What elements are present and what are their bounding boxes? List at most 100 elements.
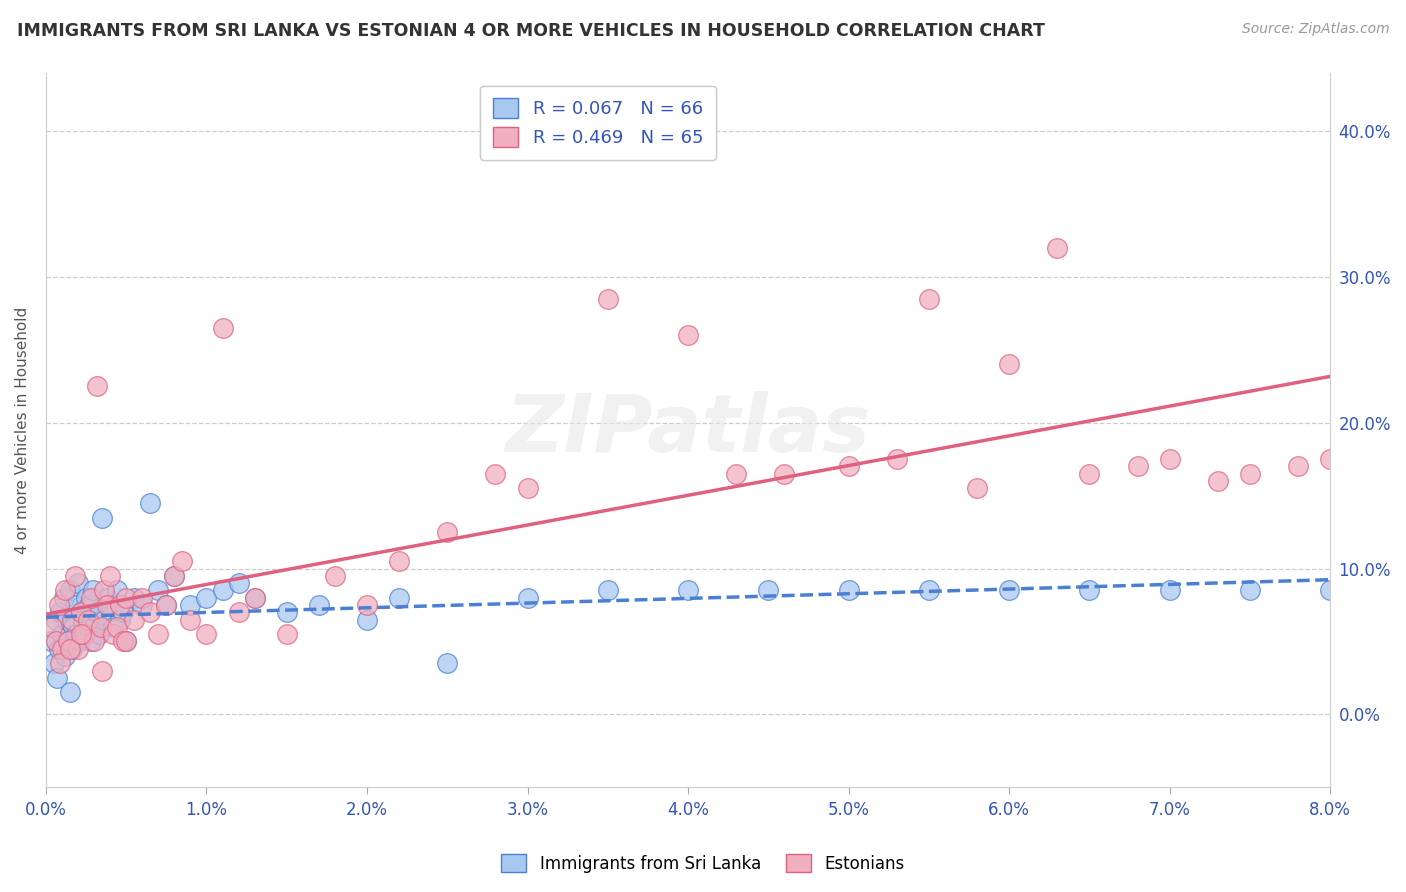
Point (93, 583, 115, 598)
Point (83, 620, 105, 634)
Point (59, 583, 82, 598)
Point (76, 613, 98, 627)
Point (163, 569, 186, 583)
Point (63, 598, 86, 612)
Point (105, 583, 128, 598)
Point (49, 657, 72, 671)
Point (676, 328, 699, 343)
Point (323, 569, 346, 583)
Point (51, 627, 73, 641)
Point (1046, 241, 1069, 255)
Point (73, 627, 96, 641)
Point (42, 657, 65, 671)
Point (1159, 583, 1181, 598)
Point (105, 620, 128, 634)
Point (131, 598, 153, 612)
Point (1239, 467, 1261, 481)
Point (46, 671, 69, 685)
Point (155, 598, 177, 612)
Legend: Immigrants from Sri Lanka, Estonians: Immigrants from Sri Lanka, Estonians (495, 847, 911, 880)
Point (276, 605, 298, 619)
Point (356, 598, 378, 612)
Point (70, 605, 93, 619)
Point (228, 605, 250, 619)
Point (48, 598, 70, 612)
Point (87, 627, 110, 641)
Point (172, 554, 194, 568)
Y-axis label: 4 or more Vehicles in Household: 4 or more Vehicles in Household (15, 307, 30, 554)
Point (58, 634, 80, 648)
Point (1286, 459, 1309, 474)
Point (211, 321, 233, 335)
Point (436, 524, 458, 539)
Point (516, 481, 538, 495)
Point (918, 583, 941, 598)
Point (59, 685, 82, 699)
Point (886, 452, 908, 467)
Point (179, 613, 201, 627)
Point (179, 598, 201, 612)
Point (49, 605, 72, 619)
Point (56, 613, 79, 627)
Point (96, 598, 118, 612)
Point (195, 627, 218, 641)
Point (725, 467, 748, 481)
Point (91, 510, 114, 524)
Text: Source: ZipAtlas.com: Source: ZipAtlas.com (1241, 22, 1389, 37)
Point (139, 605, 162, 619)
Point (93, 613, 115, 627)
Point (86, 605, 108, 619)
Point (59, 641, 82, 656)
Point (48, 641, 70, 656)
Point (388, 591, 411, 605)
Point (155, 598, 177, 612)
Point (70, 605, 93, 619)
Point (90, 620, 112, 634)
Point (276, 627, 298, 641)
Point (1078, 583, 1101, 598)
Point (756, 583, 779, 598)
Point (60, 641, 83, 656)
Point (115, 634, 138, 648)
Point (52, 591, 75, 605)
Point (243, 591, 266, 605)
Point (918, 292, 941, 306)
Point (998, 358, 1021, 372)
Point (69, 634, 91, 648)
Point (62, 620, 84, 634)
Text: IMMIGRANTS FROM SRI LANKA VS ESTONIAN 4 OR MORE VEHICLES IN HOUSEHOLD CORRELATIO: IMMIGRANTS FROM SRI LANKA VS ESTONIAN 4 … (17, 22, 1045, 40)
Point (80, 634, 103, 648)
Point (966, 481, 988, 495)
Point (83, 634, 105, 648)
Point (1126, 459, 1149, 474)
Point (308, 598, 330, 612)
Point (60, 613, 83, 627)
Point (1319, 583, 1341, 598)
Point (45, 634, 67, 648)
Point (82, 583, 104, 598)
Point (53, 648, 76, 663)
Point (131, 591, 153, 605)
Point (484, 467, 506, 481)
Point (838, 459, 860, 474)
Point (76, 620, 98, 634)
Point (1319, 452, 1341, 467)
Point (211, 583, 233, 598)
Point (73, 627, 96, 641)
Point (63, 569, 86, 583)
Point (115, 591, 138, 605)
Point (96, 591, 118, 605)
Point (1078, 467, 1101, 481)
Point (148, 627, 170, 641)
Point (45, 613, 67, 627)
Point (596, 292, 619, 306)
Point (596, 583, 619, 598)
Point (41, 620, 63, 634)
Point (80, 591, 103, 605)
Point (243, 591, 266, 605)
Point (108, 613, 131, 627)
Point (1159, 452, 1181, 467)
Point (72, 613, 94, 627)
Point (67, 641, 90, 656)
Point (79, 598, 101, 612)
